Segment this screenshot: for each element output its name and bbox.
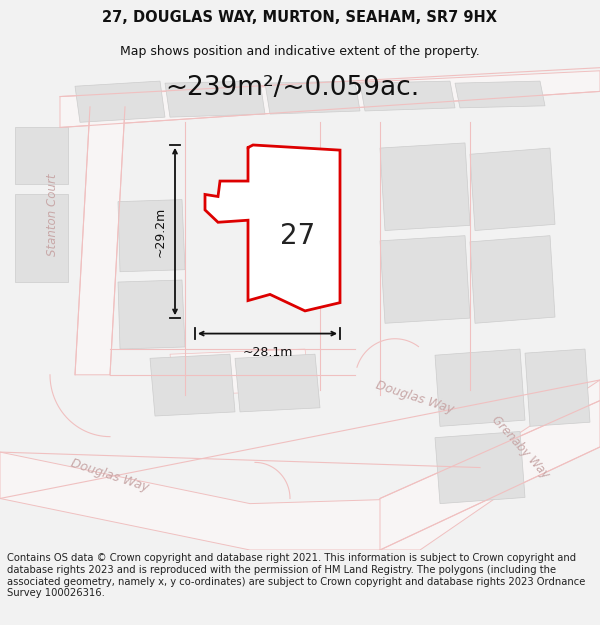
Text: ~29.2m: ~29.2m <box>154 206 167 257</box>
Text: 27: 27 <box>280 222 316 249</box>
Polygon shape <box>525 349 590 426</box>
Polygon shape <box>435 431 525 504</box>
Polygon shape <box>118 199 185 272</box>
Polygon shape <box>380 236 470 323</box>
Polygon shape <box>360 81 455 111</box>
Polygon shape <box>455 81 545 108</box>
Polygon shape <box>118 280 185 349</box>
Text: Contains OS data © Crown copyright and database right 2021. This information is : Contains OS data © Crown copyright and d… <box>7 553 586 598</box>
Polygon shape <box>60 71 600 128</box>
Text: 27, DOUGLAS WAY, MURTON, SEAHAM, SR7 9HX: 27, DOUGLAS WAY, MURTON, SEAHAM, SR7 9HX <box>103 10 497 25</box>
Text: Stanton Court: Stanton Court <box>46 174 59 256</box>
Polygon shape <box>235 354 320 412</box>
Polygon shape <box>15 127 68 184</box>
Polygon shape <box>0 380 600 550</box>
Text: Map shows position and indicative extent of the property.: Map shows position and indicative extent… <box>120 45 480 58</box>
Text: ~28.1m: ~28.1m <box>242 346 293 359</box>
Polygon shape <box>435 349 525 426</box>
Text: Grenaby Way: Grenaby Way <box>488 413 551 481</box>
Polygon shape <box>380 401 600 550</box>
Polygon shape <box>205 145 340 311</box>
Text: Douglas Way: Douglas Way <box>69 457 151 494</box>
Text: Douglas Way: Douglas Way <box>374 379 456 416</box>
Text: ~239m²/~0.059ac.: ~239m²/~0.059ac. <box>165 75 419 101</box>
Polygon shape <box>170 349 310 396</box>
Polygon shape <box>165 81 265 117</box>
Polygon shape <box>15 194 68 282</box>
Polygon shape <box>380 143 470 231</box>
Polygon shape <box>265 81 360 114</box>
Polygon shape <box>75 81 165 122</box>
Polygon shape <box>75 107 125 375</box>
Polygon shape <box>470 236 555 323</box>
Polygon shape <box>470 148 555 231</box>
Polygon shape <box>150 354 235 416</box>
